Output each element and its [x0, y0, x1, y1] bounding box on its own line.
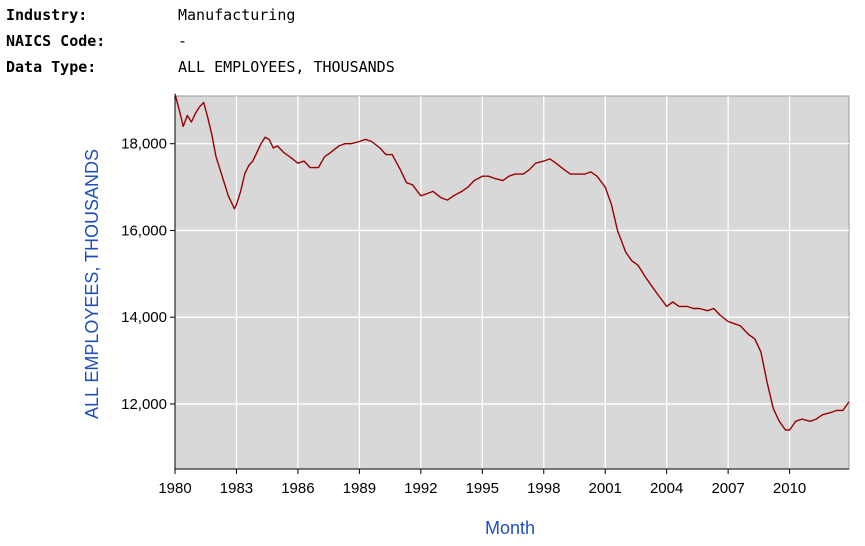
- x-tick-label: 2007: [711, 480, 744, 497]
- x-tick-label: 1992: [404, 480, 437, 497]
- y-tick-label: 14,000: [121, 309, 167, 326]
- y-tick-label: 16,000: [121, 222, 167, 239]
- plot-area: [174, 93, 850, 470]
- x-tick-label: 1989: [343, 480, 376, 497]
- x-axis-title: Month: [485, 518, 535, 538]
- x-tick-label: 1998: [527, 480, 560, 497]
- data-type-row: Data Type: ALL EMPLOYEES, THOUSANDS: [6, 54, 395, 80]
- industry-key: Industry:: [6, 6, 88, 24]
- y-tick-label: 12,000: [121, 396, 167, 413]
- naics-code-key: NAICS Code:: [6, 32, 106, 50]
- naics-code-row: NAICS Code: -: [6, 28, 395, 54]
- x-tick-label: 1986: [281, 480, 314, 497]
- x-tick-label: 2010: [773, 480, 806, 497]
- y-tick-label: 18,000: [121, 136, 167, 153]
- employment-series-line: [174, 93, 850, 431]
- x-tick-label: 1983: [220, 480, 253, 497]
- industry-value: Manufacturing: [178, 6, 296, 24]
- x-tick-label: 2001: [589, 480, 622, 497]
- data-type-key: Data Type:: [6, 58, 97, 76]
- data-type-value: ALL EMPLOYEES, THOUSANDS: [178, 58, 395, 76]
- naics-code-value: -: [178, 32, 188, 50]
- x-tick-label: 2004: [650, 480, 683, 497]
- axis-ticks: 1980 1983 1986 1989 1992 1995 1998 2001 2004 2007…: [121, 96, 849, 497]
- x-tick-label: 1995: [466, 480, 499, 497]
- y-axis-title: ALL EMPLOYEES, THOUSANDS: [82, 149, 102, 419]
- plot-background: [174, 95, 850, 470]
- industry-row: Industry: Manufacturing: [6, 2, 395, 28]
- metadata-header: Industry: Manufacturing NAICS Code: - Da…: [6, 2, 395, 80]
- x-tick-label: 1980: [158, 480, 191, 497]
